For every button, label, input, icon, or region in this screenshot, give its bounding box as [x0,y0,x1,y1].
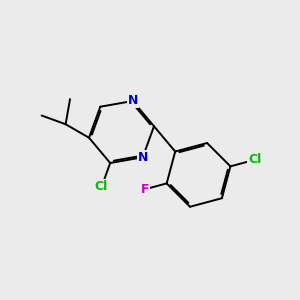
Text: N: N [128,94,138,107]
Text: Cl: Cl [95,181,108,194]
Text: N: N [137,151,148,164]
Text: Cl: Cl [248,153,262,166]
Text: F: F [141,183,149,196]
